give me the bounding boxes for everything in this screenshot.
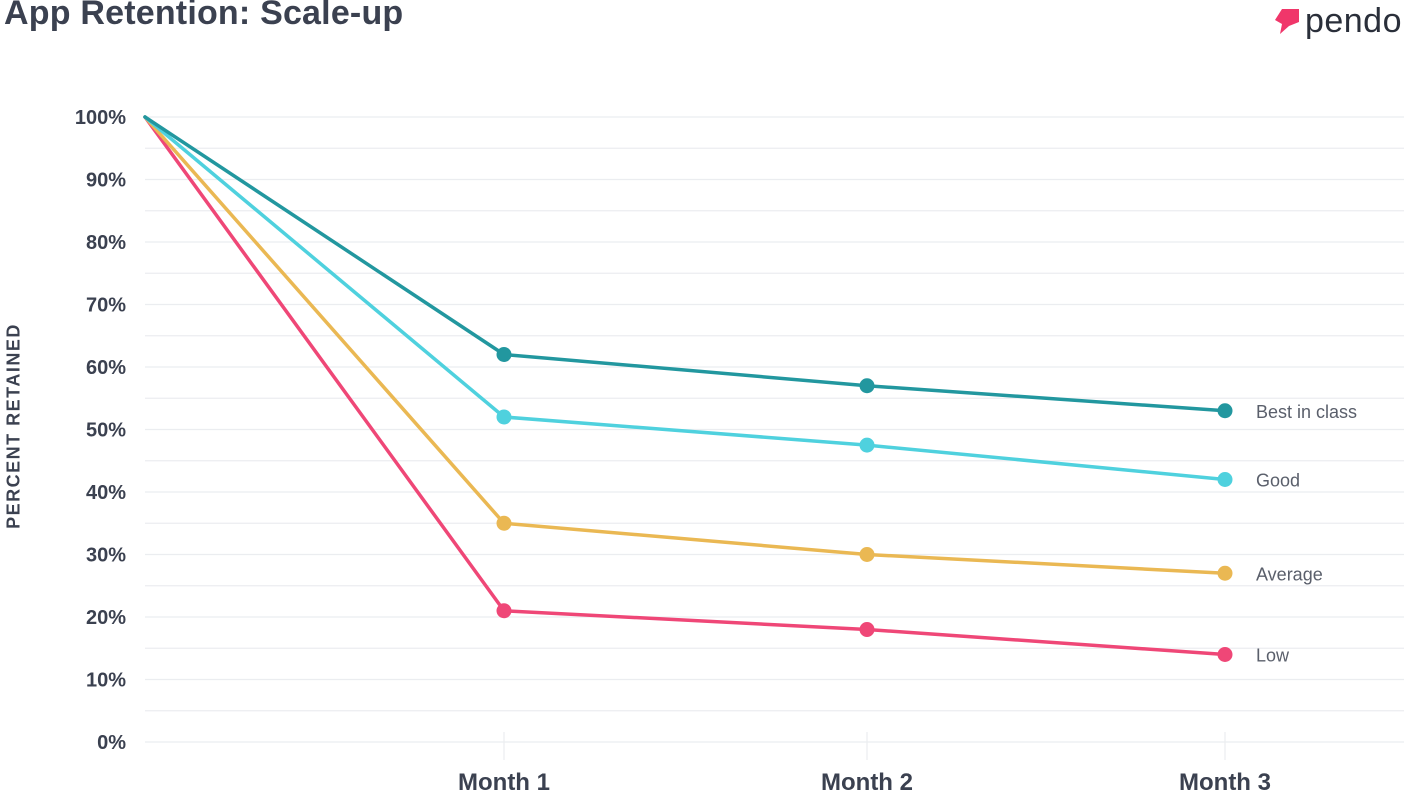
data-point [1217,472,1233,487]
y-tick-label: 90% [86,170,126,192]
series-points [496,347,1233,662]
x-tick-label: Month 1 [458,769,550,792]
series-label: Good [1256,471,1300,491]
data-point [859,547,875,562]
series-line [143,115,1227,657]
y-tick-label: 10% [86,670,126,692]
y-tick-label: 40% [86,482,126,504]
series-line [143,115,1227,575]
pendo-logo: pendo [1272,4,1402,38]
data-point [859,437,875,453]
series-label: Average [1256,564,1323,584]
y-tick-label: 70% [86,295,126,317]
logo-text: pendo [1304,2,1402,40]
data-point [859,622,875,637]
series-label: Low [1256,646,1290,666]
y-tick-label: 100% [75,107,126,129]
series-labels: Best in class Good Average Low [1256,402,1357,666]
x-tick-label: Month 2 [821,769,913,792]
gridlines [145,116,1404,743]
data-point [496,347,512,362]
data-point [496,409,512,425]
series-line [143,115,1227,482]
y-tick-label: 80% [86,232,126,254]
pendo-logo-icon [1274,9,1299,34]
x-tick-label: Month 3 [1179,769,1271,792]
data-point [1217,647,1233,662]
y-tick-label: 50% [86,420,126,442]
data-point [1217,565,1233,581]
data-point [496,603,512,619]
data-point [1217,403,1233,419]
series-line [143,115,1227,413]
x-tick-marks [503,732,1226,760]
data-point [496,515,512,531]
y-tick-label: 60% [86,357,126,379]
y-tick-label: 0% [97,732,126,754]
y-tick-label: 30% [86,545,126,567]
series-label: Best in class [1256,402,1357,422]
series-lines [143,115,1227,657]
y-tick-labels: 0% 10% 20% 30% 40% 50% 60% 70% 80% 90% 100% [75,107,126,754]
x-tick-labels: Month 1 Month 2 Month 3 [458,769,1271,792]
data-point [859,378,875,394]
y-tick-label: 20% [86,607,126,629]
chart-title: App Retention: Scale-up [4,0,404,32]
